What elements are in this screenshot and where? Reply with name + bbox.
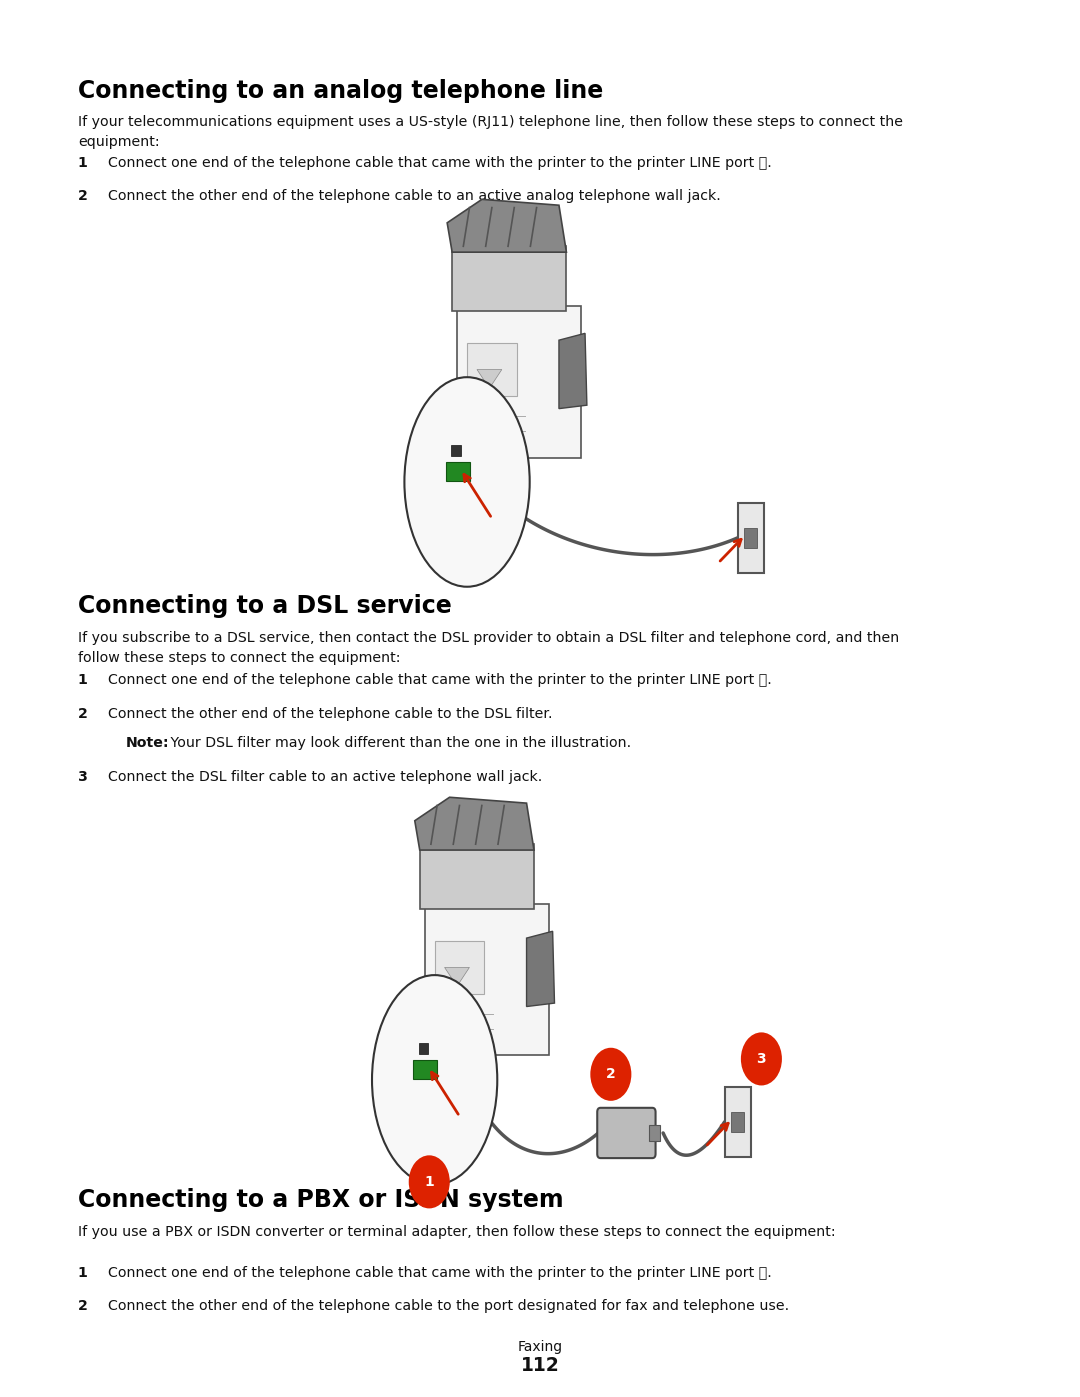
Text: 112: 112 [521,1356,559,1375]
Polygon shape [445,967,470,986]
Ellipse shape [404,377,529,587]
Text: 3: 3 [757,1052,766,1066]
Circle shape [591,1048,632,1101]
FancyBboxPatch shape [649,1125,660,1141]
FancyBboxPatch shape [467,342,516,397]
FancyBboxPatch shape [451,446,461,455]
Polygon shape [447,200,566,251]
Text: Note:: Note: [125,736,168,750]
Polygon shape [527,932,554,1006]
FancyBboxPatch shape [457,306,581,458]
FancyBboxPatch shape [597,1108,656,1158]
Text: 2: 2 [78,190,87,204]
Circle shape [741,1032,782,1085]
FancyBboxPatch shape [420,844,534,909]
Text: Connect one end of the telephone cable that came with the printer to the printer: Connect one end of the telephone cable t… [108,1266,772,1280]
FancyBboxPatch shape [738,503,764,573]
FancyBboxPatch shape [447,429,458,453]
Text: If your telecommunications equipment uses a US-style (RJ11) telephone line, then: If your telecommunications equipment use… [78,116,903,149]
Text: Connecting to a PBX or ISDN system: Connecting to a PBX or ISDN system [78,1187,564,1213]
Polygon shape [415,798,534,849]
Text: Connect the other end of the telephone cable to an active analog telephone wall : Connect the other end of the telephone c… [108,190,720,204]
Circle shape [408,1155,449,1208]
Polygon shape [477,370,502,388]
Text: Connect the other end of the telephone cable to the port designated for fax and : Connect the other end of the telephone c… [108,1299,789,1313]
Text: Connect one end of the telephone cable that came with the printer to the printer: Connect one end of the telephone cable t… [108,156,772,170]
Text: 2: 2 [78,707,87,721]
FancyBboxPatch shape [419,1044,429,1053]
FancyBboxPatch shape [446,462,470,481]
Text: Connect the DSL filter cable to an active telephone wall jack.: Connect the DSL filter cable to an activ… [108,770,542,784]
Text: Connecting to a DSL service: Connecting to a DSL service [78,595,451,619]
Text: Connect one end of the telephone cable that came with the printer to the printer: Connect one end of the telephone cable t… [108,673,772,687]
FancyBboxPatch shape [414,1059,437,1078]
Text: 1: 1 [78,156,87,170]
Text: 1: 1 [78,673,87,687]
Text: If you subscribe to a DSL service, then contact the DSL provider to obtain a DSL: If you subscribe to a DSL service, then … [78,631,899,665]
Text: Your DSL filter may look different than the one in the illustration.: Your DSL filter may look different than … [166,736,632,750]
Text: If you use a PBX or ISDN converter or terminal adapter, then follow these steps : If you use a PBX or ISDN converter or te… [78,1225,836,1239]
FancyBboxPatch shape [725,1087,751,1157]
Text: Faxing: Faxing [517,1340,563,1354]
FancyBboxPatch shape [415,1025,426,1051]
FancyBboxPatch shape [744,528,757,548]
Text: Connecting to an analog telephone line: Connecting to an analog telephone line [78,78,603,103]
FancyBboxPatch shape [453,246,566,312]
Text: 3: 3 [78,770,87,784]
Text: 1: 1 [424,1175,434,1189]
FancyBboxPatch shape [731,1112,744,1132]
FancyBboxPatch shape [434,940,484,995]
Polygon shape [559,334,586,408]
Text: 1: 1 [78,1266,87,1280]
FancyBboxPatch shape [424,904,549,1056]
Text: 2: 2 [606,1067,616,1081]
Text: Connect the other end of the telephone cable to the DSL filter.: Connect the other end of the telephone c… [108,707,553,721]
Text: 2: 2 [78,1299,87,1313]
Ellipse shape [372,975,497,1185]
